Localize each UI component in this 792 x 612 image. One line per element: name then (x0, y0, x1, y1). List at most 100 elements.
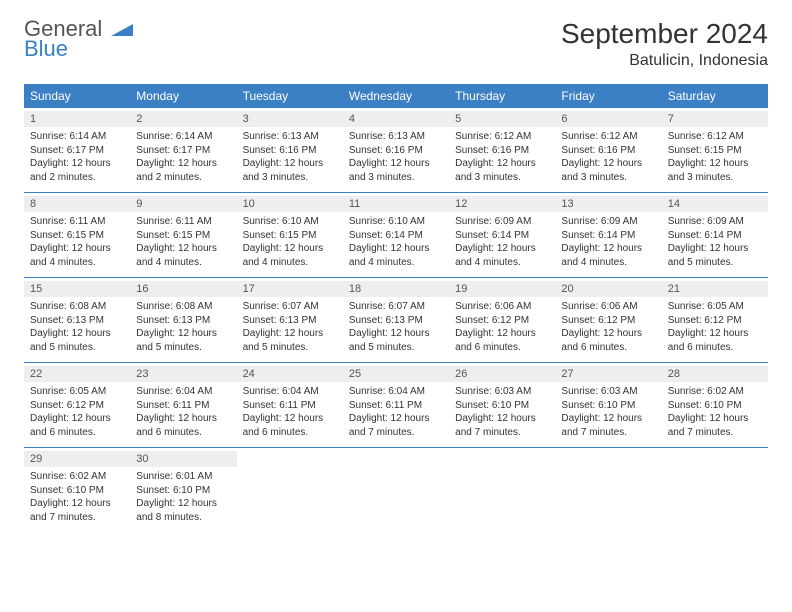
day-number: 21 (662, 281, 768, 297)
daylight-text: Daylight: 12 hours (30, 412, 124, 426)
sunrise-text: Sunrise: 6:02 AM (30, 470, 124, 484)
sunset-text: Sunset: 6:11 PM (243, 399, 337, 413)
day-cell: 27Sunrise: 6:03 AMSunset: 6:10 PMDayligh… (555, 363, 661, 447)
day-cell: 1Sunrise: 6:14 AMSunset: 6:17 PMDaylight… (24, 108, 130, 192)
daylight-text: and 3 minutes. (349, 171, 443, 185)
day-number: 16 (130, 281, 236, 297)
week-row: 15Sunrise: 6:08 AMSunset: 6:13 PMDayligh… (24, 278, 768, 363)
daylight-text: and 4 minutes. (349, 256, 443, 270)
sunrise-text: Sunrise: 6:01 AM (136, 470, 230, 484)
day-cell: 10Sunrise: 6:10 AMSunset: 6:15 PMDayligh… (237, 193, 343, 277)
sunset-text: Sunset: 6:10 PM (455, 399, 549, 413)
sunrise-text: Sunrise: 6:12 AM (561, 130, 655, 144)
weekday-header-row: SundayMondayTuesdayWednesdayThursdayFrid… (24, 84, 768, 108)
logo-triangle-icon (111, 18, 133, 40)
title-block: September 2024 Batulicin, Indonesia (561, 18, 768, 70)
day-cell: 4Sunrise: 6:13 AMSunset: 6:16 PMDaylight… (343, 108, 449, 192)
daylight-text: and 3 minutes. (668, 171, 762, 185)
sunrise-text: Sunrise: 6:13 AM (349, 130, 443, 144)
day-cell: 22Sunrise: 6:05 AMSunset: 6:12 PMDayligh… (24, 363, 130, 447)
empty-cell (237, 448, 343, 532)
sunset-text: Sunset: 6:11 PM (136, 399, 230, 413)
daylight-text: and 3 minutes. (243, 171, 337, 185)
daylight-text: and 2 minutes. (30, 171, 124, 185)
sunset-text: Sunset: 6:12 PM (455, 314, 549, 328)
daylight-text: and 6 minutes. (243, 426, 337, 440)
daylight-text: and 6 minutes. (136, 426, 230, 440)
month-title: September 2024 (561, 18, 768, 50)
daylight-text: and 6 minutes. (455, 341, 549, 355)
sunrise-text: Sunrise: 6:09 AM (455, 215, 549, 229)
day-cell: 15Sunrise: 6:08 AMSunset: 6:13 PMDayligh… (24, 278, 130, 362)
sunset-text: Sunset: 6:13 PM (30, 314, 124, 328)
day-number: 11 (343, 196, 449, 212)
sunset-text: Sunset: 6:12 PM (668, 314, 762, 328)
sunrise-text: Sunrise: 6:07 AM (349, 300, 443, 314)
sunset-text: Sunset: 6:14 PM (561, 229, 655, 243)
daylight-text: Daylight: 12 hours (455, 157, 549, 171)
sunset-text: Sunset: 6:13 PM (349, 314, 443, 328)
daylight-text: and 4 minutes. (30, 256, 124, 270)
daylight-text: and 4 minutes. (136, 256, 230, 270)
daylight-text: Daylight: 12 hours (455, 412, 549, 426)
header: General Blue September 2024 Batulicin, I… (24, 18, 768, 70)
day-cell: 14Sunrise: 6:09 AMSunset: 6:14 PMDayligh… (662, 193, 768, 277)
day-number: 7 (662, 111, 768, 127)
sunset-text: Sunset: 6:10 PM (561, 399, 655, 413)
daylight-text: and 3 minutes. (455, 171, 549, 185)
day-number: 25 (343, 366, 449, 382)
day-cell: 17Sunrise: 6:07 AMSunset: 6:13 PMDayligh… (237, 278, 343, 362)
daylight-text: Daylight: 12 hours (136, 497, 230, 511)
daylight-text: and 7 minutes. (561, 426, 655, 440)
day-number: 24 (237, 366, 343, 382)
sunrise-text: Sunrise: 6:05 AM (30, 385, 124, 399)
location: Batulicin, Indonesia (561, 52, 768, 70)
weekday-header: Tuesday (237, 84, 343, 108)
daylight-text: and 5 minutes. (30, 341, 124, 355)
day-cell: 25Sunrise: 6:04 AMSunset: 6:11 PMDayligh… (343, 363, 449, 447)
daylight-text: Daylight: 12 hours (30, 157, 124, 171)
day-number: 12 (449, 196, 555, 212)
sunrise-text: Sunrise: 6:11 AM (30, 215, 124, 229)
day-cell: 9Sunrise: 6:11 AMSunset: 6:15 PMDaylight… (130, 193, 236, 277)
daylight-text: Daylight: 12 hours (349, 157, 443, 171)
daylight-text: and 7 minutes. (455, 426, 549, 440)
empty-cell (662, 448, 768, 532)
day-number: 8 (24, 196, 130, 212)
weekday-header: Friday (555, 84, 661, 108)
daylight-text: and 8 minutes. (136, 511, 230, 525)
sunrise-text: Sunrise: 6:02 AM (668, 385, 762, 399)
weekday-header: Sunday (24, 84, 130, 108)
day-number: 19 (449, 281, 555, 297)
day-number: 9 (130, 196, 236, 212)
sunset-text: Sunset: 6:10 PM (668, 399, 762, 413)
day-number: 23 (130, 366, 236, 382)
day-number: 26 (449, 366, 555, 382)
daylight-text: and 5 minutes. (136, 341, 230, 355)
sunrise-text: Sunrise: 6:07 AM (243, 300, 337, 314)
day-number: 6 (555, 111, 661, 127)
daylight-text: Daylight: 12 hours (349, 242, 443, 256)
sunrise-text: Sunrise: 6:12 AM (455, 130, 549, 144)
daylight-text: and 4 minutes. (561, 256, 655, 270)
sunrise-text: Sunrise: 6:11 AM (136, 215, 230, 229)
day-cell: 20Sunrise: 6:06 AMSunset: 6:12 PMDayligh… (555, 278, 661, 362)
sunrise-text: Sunrise: 6:04 AM (243, 385, 337, 399)
day-cell: 21Sunrise: 6:05 AMSunset: 6:12 PMDayligh… (662, 278, 768, 362)
logo-word-blue: Blue (24, 38, 133, 60)
daylight-text: Daylight: 12 hours (668, 327, 762, 341)
daylight-text: Daylight: 12 hours (561, 157, 655, 171)
daylight-text: Daylight: 12 hours (243, 327, 337, 341)
sunrise-text: Sunrise: 6:03 AM (455, 385, 549, 399)
daylight-text: Daylight: 12 hours (668, 242, 762, 256)
day-cell: 11Sunrise: 6:10 AMSunset: 6:14 PMDayligh… (343, 193, 449, 277)
day-number: 1 (24, 111, 130, 127)
day-cell: 16Sunrise: 6:08 AMSunset: 6:13 PMDayligh… (130, 278, 236, 362)
sunrise-text: Sunrise: 6:04 AM (349, 385, 443, 399)
daylight-text: and 5 minutes. (349, 341, 443, 355)
daylight-text: and 4 minutes. (243, 256, 337, 270)
daylight-text: Daylight: 12 hours (349, 412, 443, 426)
weekday-header: Monday (130, 84, 236, 108)
day-number: 4 (343, 111, 449, 127)
day-number: 2 (130, 111, 236, 127)
